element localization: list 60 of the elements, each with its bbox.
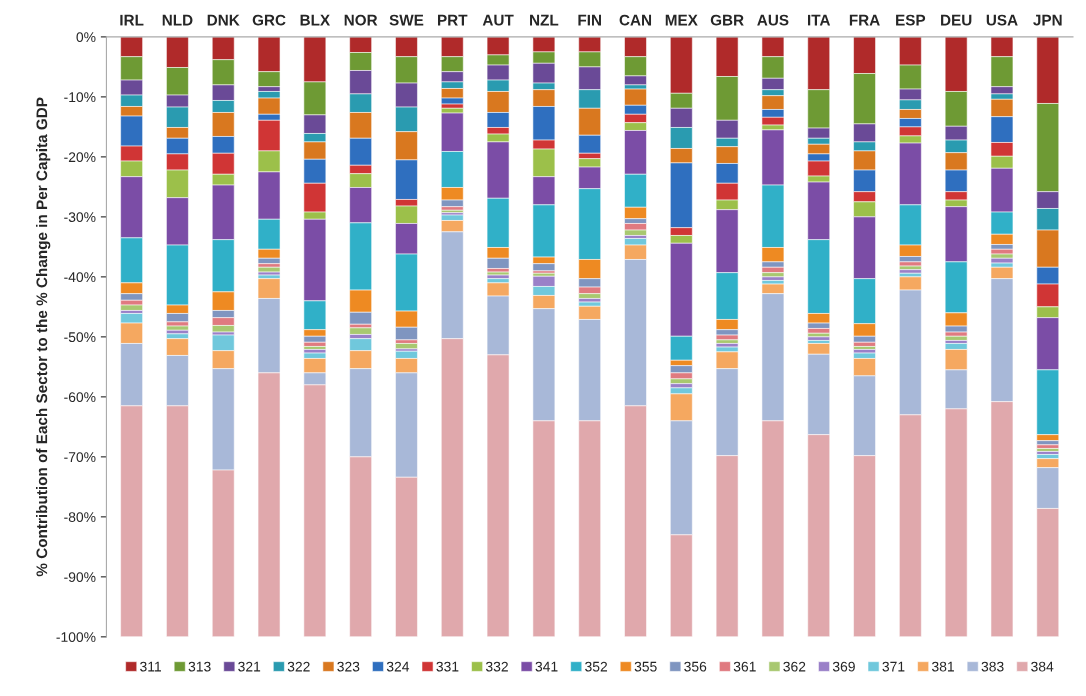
bar [899,265,922,270]
legend-label: 369 [832,661,855,672]
legend-label: 321 [238,661,261,672]
y-tick-label: -10% [64,92,96,103]
legend-label: 383 [981,661,1004,672]
x-tick-label: GBR [710,14,744,26]
legend-label: 322 [287,661,310,672]
legend-label: 384 [1031,661,1054,672]
legend-label: 361 [733,661,756,672]
legend-label: 323 [337,661,360,672]
x-tick-label: SWE [389,14,424,26]
y-tick-label: -40% [64,272,96,283]
x-tick-label: CAN [619,14,652,26]
y-tick-label: -100% [56,632,96,643]
x-tick-label: FIN [578,14,601,26]
y-tick-label: -70% [64,452,96,463]
y-tick-label: -20% [64,152,96,163]
bar [1036,444,1060,449]
y-tick-label: -90% [64,572,96,583]
legend-label: 332 [485,661,508,672]
legend-label: 356 [684,661,707,672]
legend-label: 362 [783,661,806,672]
y-tick-label: -60% [64,392,96,403]
x-tick-label: NLD [162,14,193,26]
x-tick-label: BLX [300,14,330,26]
x-tick-label: IRL [120,14,144,26]
x-tick-label: JPN [1033,14,1062,26]
x-tick-label: FRA [849,14,880,26]
x-tick-label: MEX [665,14,698,26]
x-tick-label: PRT [438,14,468,26]
legend-label: 355 [634,661,657,672]
x-tick-label: GRC [252,14,286,26]
legend-label: 311 [140,661,161,672]
x-tick-label: DEU [941,14,972,26]
x-tick-label: ITA [808,14,831,26]
x-tick-label: AUS [757,14,789,26]
y-tick-label: 0% [76,32,96,43]
legend-label: 313 [188,661,211,672]
x-tick-label: NZL [530,14,559,26]
bar [990,253,1014,259]
y-tick-label: -80% [64,512,96,523]
legend-label: 341 [535,661,558,672]
legend-label: 324 [386,661,410,672]
y-axis-title: % Contribution of Each Sector to the % Change in Per Capita GDP [36,97,51,577]
y-tick-label: -30% [64,212,96,223]
x-tick-label: ESP [896,14,926,26]
x-tick-label: NOR [344,14,378,26]
legend-label: 381 [931,661,954,672]
bar [899,269,922,274]
bar [166,325,189,331]
y-tick-label: -50% [64,332,96,343]
legend-label: 352 [585,661,608,672]
x-tick-label: AUT [482,14,514,26]
bar [120,304,143,311]
legend-label: 331 [436,661,459,672]
legend-label: 371 [882,661,905,672]
bar [349,327,372,335]
x-tick-label: DNK [207,14,240,26]
bar [761,276,785,281]
x-tick-label: USA [986,14,1018,26]
